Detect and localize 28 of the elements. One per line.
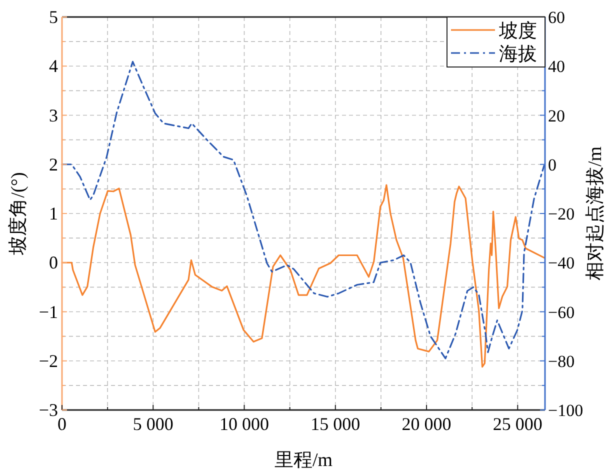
- x-tick-label: 20 000: [402, 414, 452, 434]
- y2-tick-label: 20: [548, 106, 565, 126]
- x-tick-label: 25 000: [492, 414, 542, 434]
- y-tick-label: 1: [49, 204, 58, 224]
- y-tick-label: −3: [38, 400, 58, 420]
- y2-tick-label: −20: [548, 204, 575, 224]
- x-tick-label: 10 000: [220, 414, 270, 434]
- y2-tick-label: −60: [548, 302, 575, 322]
- y2-tick-label: 40: [548, 57, 565, 76]
- y-tick-label: 3: [49, 105, 58, 126]
- y-tick-label: 4: [49, 56, 58, 76]
- y2-tick-label: 60: [548, 8, 565, 27]
- y2-tick-label: 0: [548, 155, 556, 174]
- y2-tick-label: −80: [548, 352, 575, 371]
- y-tick-label: 2: [49, 154, 58, 174]
- x-axis-title: 里程/m: [274, 450, 333, 471]
- y-tick-label: 0: [49, 252, 58, 273]
- y-tick-label: −2: [38, 350, 58, 371]
- legend-label: 海拔: [499, 44, 537, 65]
- y2-tick-label: −40: [548, 254, 575, 273]
- y-axis-title: 坡度角/(°): [7, 172, 29, 256]
- legend-label: 坡度: [498, 20, 537, 42]
- x-tick-label: 5 000: [132, 414, 174, 434]
- y2-tick-label: −100: [548, 401, 584, 420]
- y2-axis-title: 相对起点海拔/m: [585, 146, 606, 281]
- y-tick-label: 5: [49, 7, 58, 27]
- y-tick-label: −1: [38, 302, 58, 322]
- x-tick-label: 15 000: [310, 414, 360, 434]
